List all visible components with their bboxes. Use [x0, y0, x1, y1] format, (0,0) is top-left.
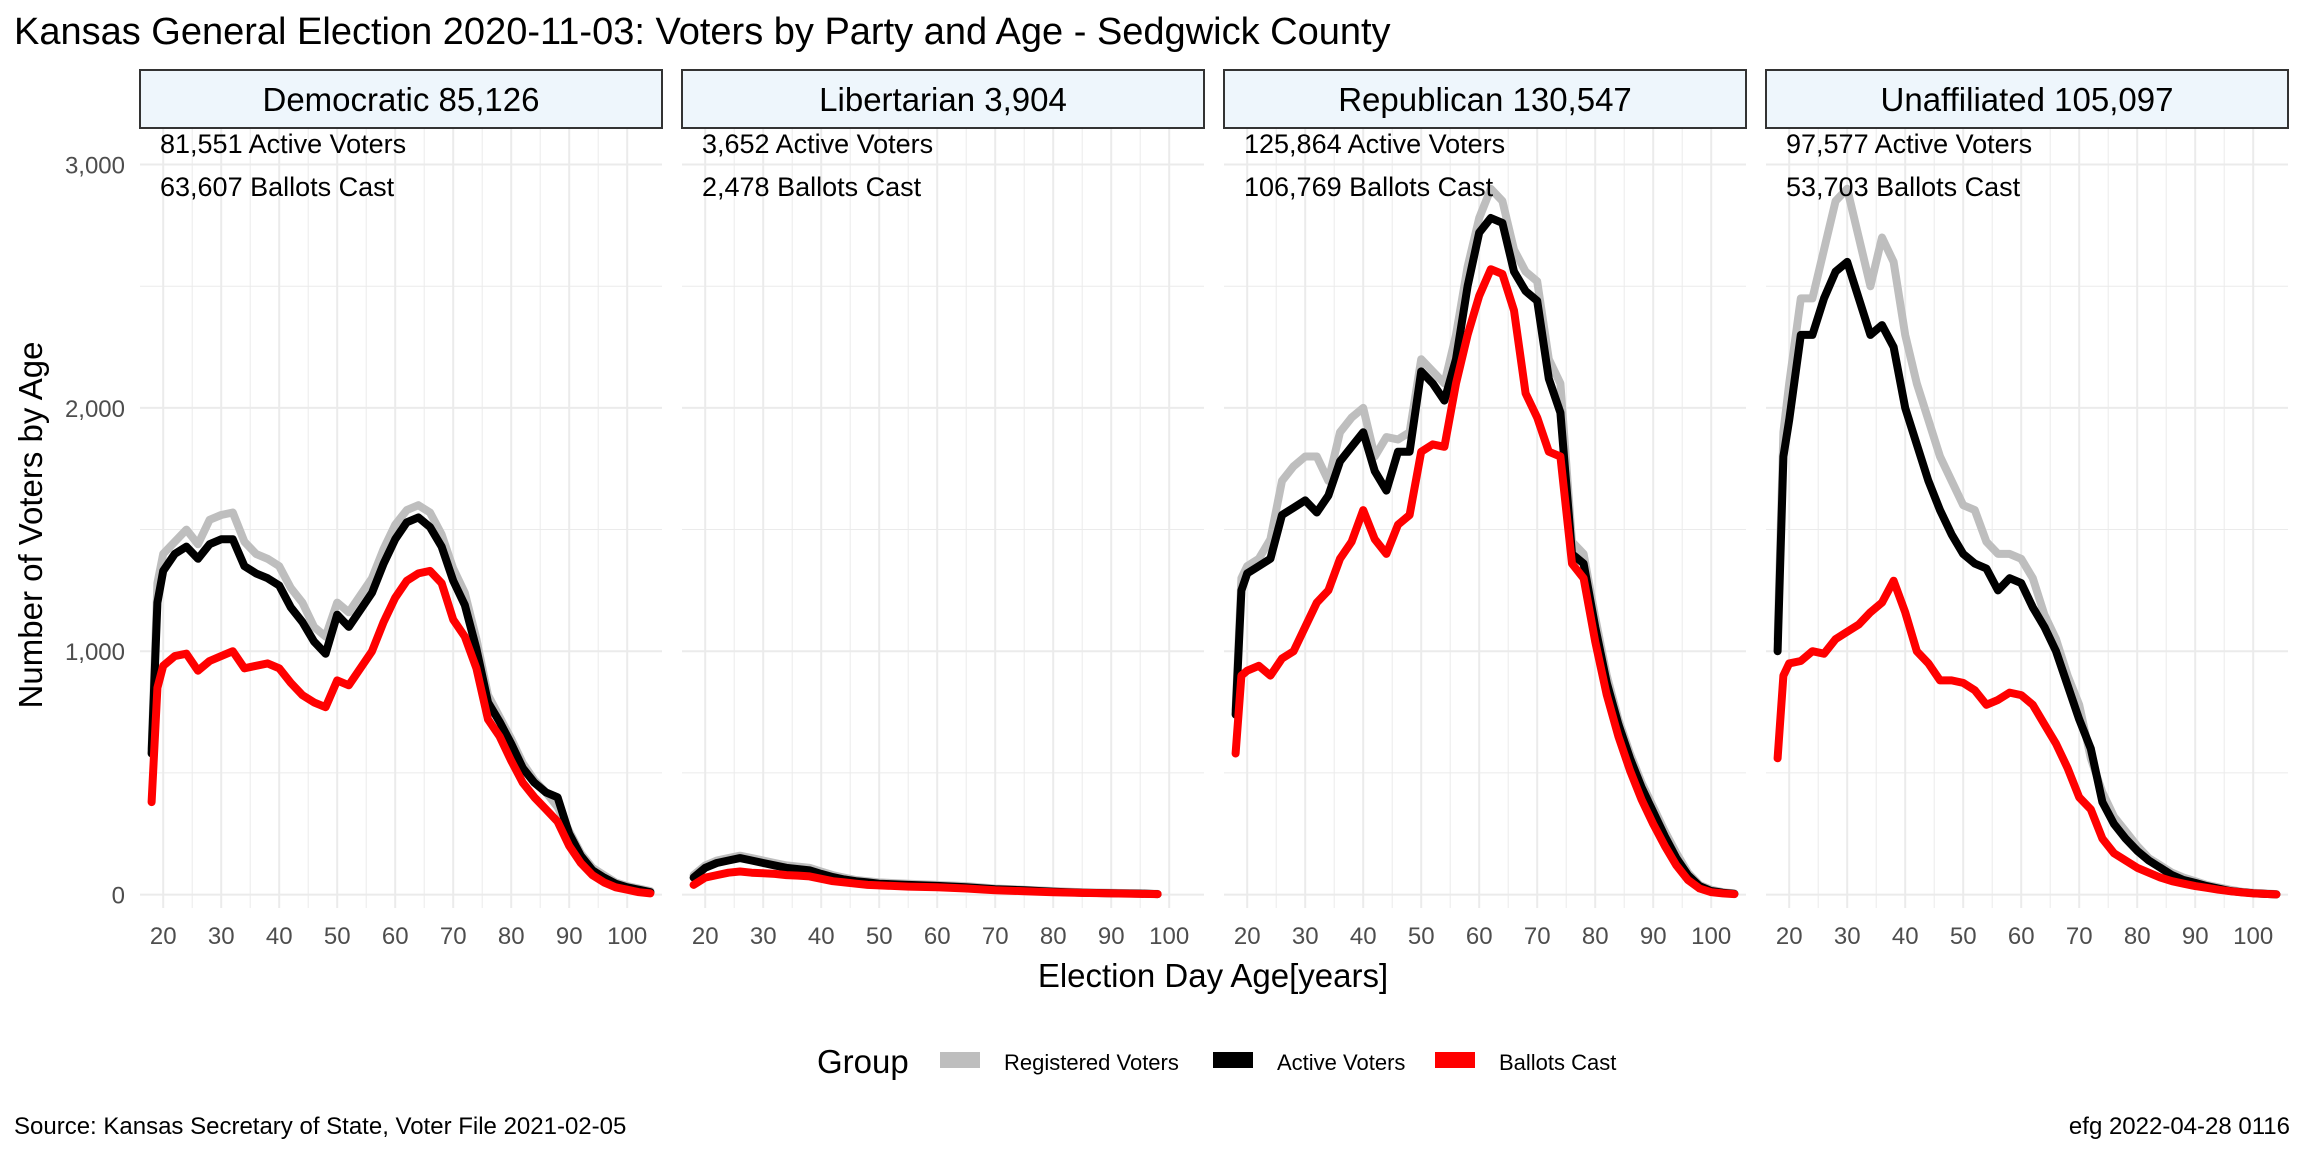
legend-title: Group	[817, 1043, 909, 1080]
source-note: Source: Kansas Secretary of State, Voter…	[14, 1113, 626, 1140]
ballots-cast-line	[147, 566, 655, 898]
ballots-cast-annotation: 2,478 Ballots Cast	[702, 172, 922, 202]
x-tick-label: 80	[1582, 923, 1609, 950]
ballots-cast-annotation: 106,769 Ballots Cast	[1244, 172, 1494, 202]
ballots-cast-annotation: 63,607 Ballots Cast	[160, 172, 395, 202]
ballots-cast-line	[1231, 265, 1739, 899]
facet-strip-label: Democratic 85,126	[263, 81, 540, 118]
x-tick-label: 90	[2182, 923, 2209, 950]
facet-panels: 0 1,000 2,000 3,000 Democratic 85,126 81,551 …	[65, 69, 2289, 950]
active-voters-line	[147, 513, 655, 897]
x-tick-label: 70	[1524, 923, 1551, 950]
facet-panel: Republican 130,547 125,864 Active Voters 1…	[1223, 69, 1747, 950]
legend-label: Active Voters	[1277, 1050, 1405, 1075]
x-tick-label: 50	[866, 923, 893, 950]
y-axis-label: Number of Voters by Age	[12, 342, 49, 709]
y-tick-label: 2,000	[65, 396, 125, 423]
facet-strip	[1223, 69, 1747, 129]
x-axis-label: Election Day Age[years]	[1038, 957, 1388, 994]
x-tick-label: 30	[1292, 923, 1319, 950]
x-tick-label: 80	[1040, 923, 1067, 950]
active-voters-annotation: 81,551 Active Voters	[160, 129, 406, 159]
legend-key	[1435, 1052, 1475, 1068]
legend: Group Registered Voters Active Voters Ball…	[817, 1043, 1616, 1080]
registered-voters-line	[147, 501, 655, 895]
facet-strip-label: Unaffiliated 105,097	[1881, 81, 2174, 118]
x-tick-label: 20	[692, 923, 719, 950]
facet-panel: Democratic 85,126 81,551 Active Voters 63,…	[139, 69, 663, 950]
facet-panel: Libertarian 3,904 3,652 Active Voters 2,47…	[681, 69, 1205, 950]
registered-voters-line	[1231, 184, 1739, 898]
facet-strip	[1765, 69, 2289, 129]
x-tick-label: 90	[1640, 923, 1667, 950]
x-tick-label: 70	[2066, 923, 2093, 950]
x-tick-label: 100	[1691, 923, 1731, 950]
x-tick-label: 60	[382, 923, 409, 950]
x-tick-label: 40	[808, 923, 835, 950]
facet-strip-label: Republican 130,547	[1338, 81, 1632, 118]
x-tick-label: 70	[982, 923, 1009, 950]
y-tick-label: 1,000	[65, 639, 125, 666]
x-tick-label: 100	[2233, 923, 2273, 950]
y-tick-label: 3,000	[65, 153, 125, 180]
x-tick-label: 20	[1234, 923, 1261, 950]
x-tick-label: 70	[440, 923, 467, 950]
active-voters-line	[1231, 214, 1739, 898]
legend-label: Ballots Cast	[1499, 1050, 1616, 1075]
facet-strip-label: Libertarian 3,904	[819, 81, 1067, 118]
chart-title: Kansas General Election 2020-11-03: Vote…	[14, 11, 1391, 53]
active-voters-line	[1773, 257, 2281, 899]
legend-key	[940, 1052, 980, 1068]
ballots-cast-line	[1773, 576, 2281, 899]
x-tick-label: 90	[1098, 923, 1125, 950]
x-tick-label: 60	[1466, 923, 1493, 950]
x-tick-label: 40	[1892, 923, 1919, 950]
facet-strip	[139, 69, 663, 129]
x-tick-label: 50	[1408, 923, 1435, 950]
x-tick-label: 40	[1350, 923, 1377, 950]
legend-key	[1213, 1052, 1253, 1068]
ballots-cast-annotation: 53,703 Ballots Cast	[1786, 172, 2021, 202]
x-tick-label: 20	[150, 923, 177, 950]
registered-voters-line	[1773, 184, 2281, 899]
x-tick-label: 30	[208, 923, 235, 950]
x-tick-label: 20	[1776, 923, 1803, 950]
x-tick-label: 30	[750, 923, 777, 950]
x-tick-label: 60	[2008, 923, 2035, 950]
x-tick-label: 90	[556, 923, 583, 950]
active-voters-annotation: 125,864 Active Voters	[1244, 129, 1505, 159]
x-tick-label: 60	[924, 923, 951, 950]
x-tick-label: 100	[1149, 923, 1189, 950]
x-tick-label: 30	[1834, 923, 1861, 950]
facet-panel: Unaffiliated 105,097 97,577 Active Voters…	[1765, 69, 2289, 950]
x-tick-label: 100	[607, 923, 647, 950]
x-tick-label: 50	[1950, 923, 1977, 950]
x-tick-label: 80	[498, 923, 525, 950]
y-tick-label: 0	[112, 883, 125, 910]
active-voters-annotation: 97,577 Active Voters	[1786, 129, 2032, 159]
facet-strip	[681, 69, 1205, 129]
legend-label: Registered Voters	[1004, 1050, 1179, 1075]
active-voters-annotation: 3,652 Active Voters	[702, 129, 933, 159]
ballots-cast-line	[689, 867, 1162, 899]
credit-note: efg 2022-04-28 0116	[2069, 1113, 2290, 1140]
x-tick-label: 50	[324, 923, 351, 950]
x-tick-label: 80	[2124, 923, 2151, 950]
x-tick-label: 40	[266, 923, 293, 950]
